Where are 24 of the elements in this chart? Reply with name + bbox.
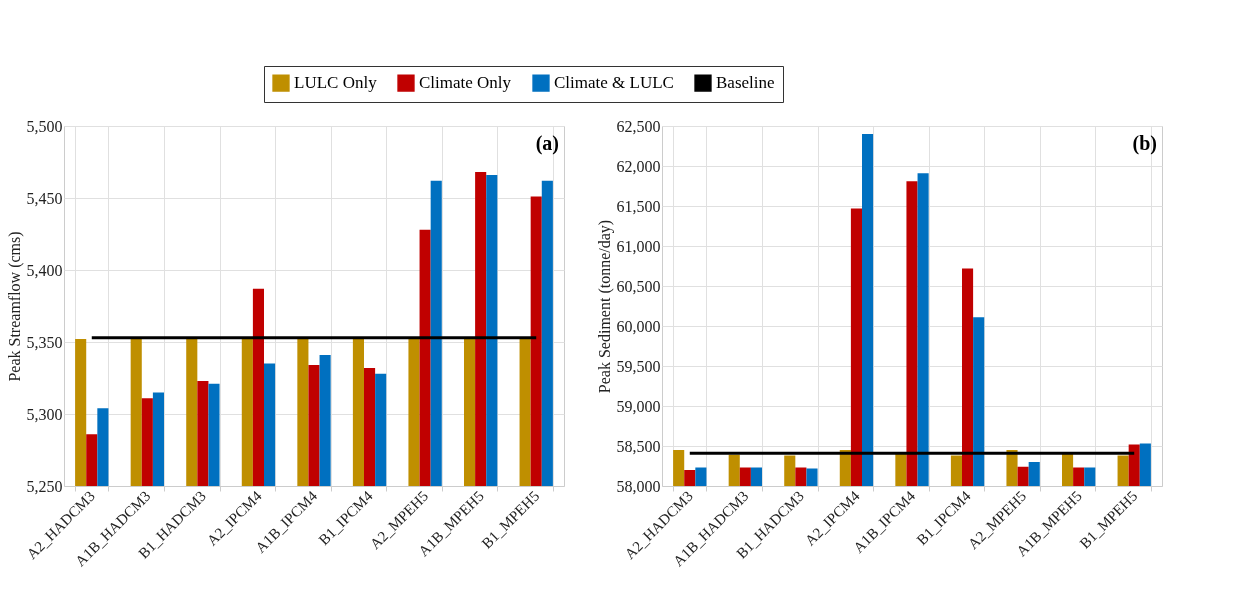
y-tick-label: 62,500 — [616, 117, 661, 135]
y-tick-label: 61,500 — [616, 197, 661, 215]
y-tick-label: 5,500 — [26, 117, 63, 135]
legend-label: LULC Only — [294, 73, 378, 93]
y-tick-label: 5,400 — [26, 261, 63, 279]
y-tick-label: 60,500 — [616, 277, 661, 295]
y-tick-label: 60,000 — [616, 317, 661, 335]
y-tick-label: 5,250 — [26, 477, 63, 495]
y-tick-label: 62,000 — [616, 157, 661, 175]
y-tick-label: 58,500 — [616, 437, 661, 455]
y-tick-label: 61,000 — [616, 237, 661, 255]
y-tick-label: 59,000 — [616, 397, 661, 415]
y-tick-label: 58,000 — [616, 477, 661, 495]
y-tick-label: 5,350 — [26, 333, 63, 351]
legend-label: Climate & LULC — [554, 73, 674, 93]
y-tick-label: 5,300 — [26, 405, 63, 423]
legend-label: Baseline — [716, 73, 775, 93]
y-axis-title: Peak Streamflow (cms) — [5, 231, 24, 382]
y-axis-title: Peak Sediment (tonne/day) — [595, 219, 614, 394]
y-tick-label: 59,500 — [616, 357, 661, 375]
annotation: (b) — [1132, 132, 1157, 155]
legend-label: Climate Only — [419, 73, 512, 93]
annotation: (a) — [535, 132, 559, 155]
y-tick-label: 5,450 — [26, 189, 63, 207]
